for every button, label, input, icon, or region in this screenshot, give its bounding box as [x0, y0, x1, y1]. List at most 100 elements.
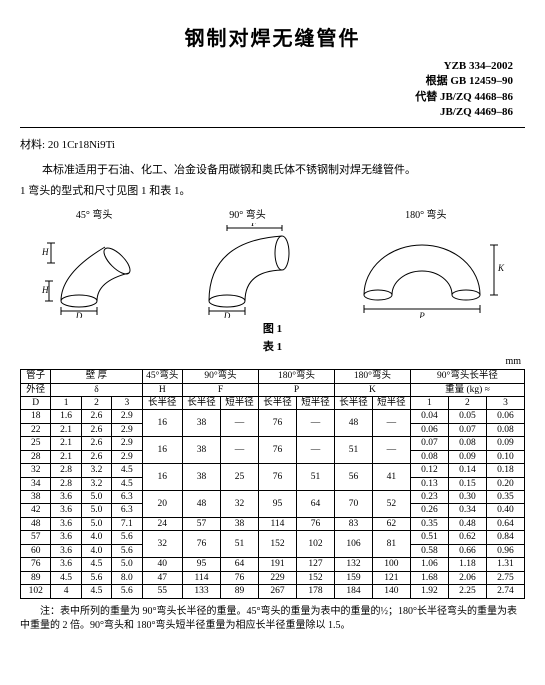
cell: 76: [258, 464, 296, 491]
cell: 2.75: [486, 571, 524, 584]
head-d-mid: 外径: [21, 383, 51, 396]
cell: 89: [221, 585, 259, 598]
head-p-long: 长半径: [258, 396, 296, 409]
table-row: 483.65.07.12457381147683620.350.480.64: [21, 517, 525, 530]
head-f-long: 长半径: [183, 396, 221, 409]
cell: 0.35: [410, 517, 448, 530]
cell: 48: [183, 491, 221, 518]
cell: 38: [183, 410, 221, 437]
cell: 4.5: [112, 477, 142, 490]
cell: 140: [372, 585, 410, 598]
figure-180-svg: P K: [346, 223, 506, 318]
figure-caption: 图 1: [20, 320, 525, 336]
table-unit: mm: [20, 356, 521, 367]
cell: 2.9: [112, 423, 142, 436]
head-w90-sub: 重量 (kg) ≈: [410, 383, 524, 396]
head-w-2: 2: [448, 396, 486, 409]
head-k180-sym: K: [334, 383, 410, 396]
table-row: 10244.55.655133892671781841401.922.252.7…: [21, 585, 525, 598]
standard-codes: YZB 334–2002 根据 GB 12459–90 代替 JB/ZQ 446…: [20, 59, 525, 121]
cell: 32: [221, 491, 259, 518]
cell: 1.92: [410, 585, 448, 598]
cell: 2.25: [448, 585, 486, 598]
table-row: 383.65.06.3204832956470520.230.300.35: [21, 491, 525, 504]
cell: 152: [296, 571, 334, 584]
scope-paragraph: 本标准适用于石油、化工、冶金设备用碳钢和奥氏体不锈钢制对焊无缝管件。: [20, 162, 525, 179]
cell: 4.5: [81, 558, 111, 571]
cell: 4.0: [81, 544, 111, 557]
cell: 2.6: [81, 423, 111, 436]
cell: 32: [142, 531, 183, 558]
cell: 0.06: [486, 410, 524, 423]
cell: 4: [51, 585, 81, 598]
cell: 2.6: [81, 410, 111, 423]
cell: 0.07: [448, 423, 486, 436]
head-wall-top: 壁 厚: [51, 370, 142, 383]
cell: 114: [183, 571, 221, 584]
cell: 51: [296, 464, 334, 491]
cell: 7.1: [112, 517, 142, 530]
cell: 64: [296, 491, 334, 518]
table-note: 注：表中所列的重量为 90°弯头长半径的重量。45°弯头的重量为表中的重量的½；…: [20, 605, 525, 634]
head-h-long: 长半径: [142, 396, 183, 409]
page-title: 钢制对焊无缝管件: [20, 22, 525, 51]
cell: 40: [142, 558, 183, 571]
cell: 5.0: [112, 558, 142, 571]
cell: 1.18: [448, 558, 486, 571]
cell: 106: [334, 531, 372, 558]
std-line-2: 根据 GB 12459–90: [20, 74, 513, 89]
cell: 3.6: [51, 544, 81, 557]
cell: 6.3: [112, 504, 142, 517]
cell: 0.08: [448, 437, 486, 450]
cell: 0.58: [410, 544, 448, 557]
table-row: 894.55.68.047114762291521591211.682.062.…: [21, 571, 525, 584]
cell: 0.84: [486, 531, 524, 544]
cell: 38: [21, 491, 51, 504]
material-label: 材料:: [20, 139, 45, 151]
head-f-short: 短半径: [221, 396, 259, 409]
svg-text:D: D: [223, 311, 231, 318]
cell: 4.0: [81, 531, 111, 544]
cell: 3.6: [51, 504, 81, 517]
cell: 38: [221, 517, 259, 530]
cell: —: [221, 437, 259, 464]
head-p-short: 短半径: [296, 396, 334, 409]
cell: 5.6: [112, 544, 142, 557]
cell: 184: [334, 585, 372, 598]
head-h45-sym: H: [142, 383, 183, 396]
cell: 4.5: [51, 571, 81, 584]
cell: 0.30: [448, 491, 486, 504]
cell: 22: [21, 423, 51, 436]
table-row: 322.83.24.5163825765156410.120.140.18: [21, 464, 525, 477]
cell: 1.6: [51, 410, 81, 423]
cell: 3.2: [81, 464, 111, 477]
cell: 0.48: [448, 517, 486, 530]
cell: 127: [296, 558, 334, 571]
cell: 0.23: [410, 491, 448, 504]
cell: 1.31: [486, 558, 524, 571]
figure-90-caption: 90° 弯头: [187, 206, 307, 221]
cell: 3.2: [81, 477, 111, 490]
cell: 20: [142, 491, 183, 518]
cell: 64: [221, 558, 259, 571]
cell: 57: [21, 531, 51, 544]
cell: 229: [258, 571, 296, 584]
cell: 5.0: [81, 491, 111, 504]
cell: 133: [183, 585, 221, 598]
head-w90-top: 90°弯头长半径: [410, 370, 524, 383]
head-d-top: 管子: [21, 370, 51, 383]
head-sub1: 1: [51, 396, 81, 409]
cell: 0.09: [486, 437, 524, 450]
cell: 0.64: [486, 517, 524, 530]
cell: 76: [221, 571, 259, 584]
cell: 3.6: [51, 531, 81, 544]
cell: 178: [296, 585, 334, 598]
svg-text:P: P: [418, 311, 425, 318]
cell: 0.18: [486, 464, 524, 477]
cell: 5.6: [112, 531, 142, 544]
cell: 152: [258, 531, 296, 558]
std-line-4: JB/ZQ 4469–86: [20, 105, 513, 120]
cell: 5.0: [81, 504, 111, 517]
cell: 3.6: [51, 517, 81, 530]
head-sub3: 3: [112, 396, 142, 409]
